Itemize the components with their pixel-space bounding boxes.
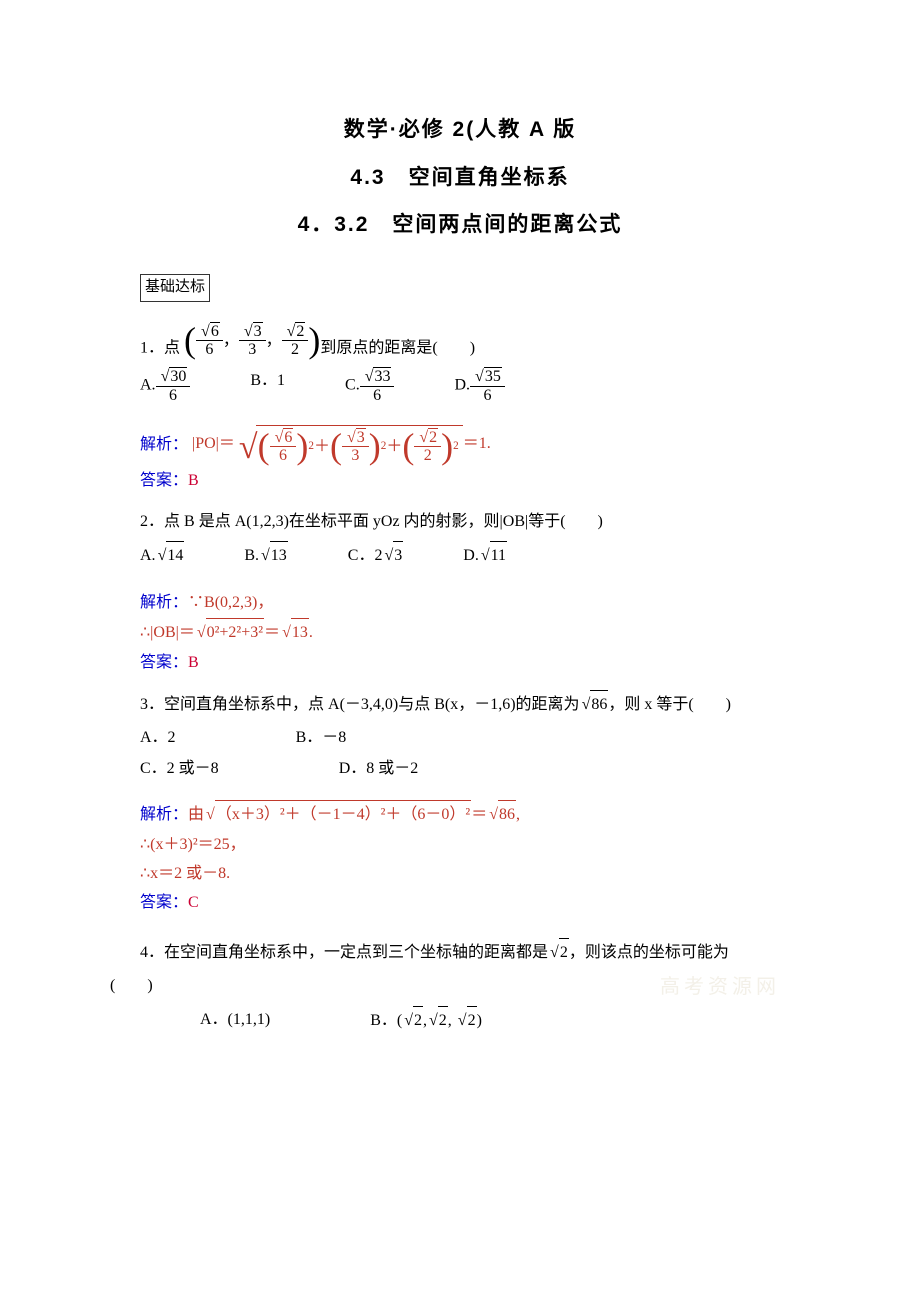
- q1-prefix: 点: [164, 339, 180, 356]
- q1-options: A.306 B．1 C.336 D.356: [140, 367, 780, 404]
- q1-opt-b: B．1: [250, 367, 285, 404]
- q2-opt-d: D.11: [463, 541, 507, 569]
- q3-opt-b: B．－8: [296, 724, 347, 751]
- section-label: 基础达标: [140, 274, 210, 302]
- q1-exp-tail: ＝1.: [463, 435, 491, 452]
- q3-stem-text: 空间直角坐标系中，点 A(－3,4,0)与点 B(x，－1,6)的距离为86，则…: [164, 696, 731, 713]
- q3-opt-d: D．8 或－2: [339, 755, 419, 782]
- q3-answer: 答案：C: [140, 889, 780, 916]
- q1-suffix: 到原点的距离是( ): [320, 339, 475, 356]
- q2-options: A.14 B.13 C．23 D.11: [140, 541, 780, 569]
- q1-opt-a: A.306: [140, 367, 190, 404]
- q3-opt-c: C．2 或－8: [140, 755, 219, 782]
- q3-options-row2: C．2 或－8 D．8 或－2: [140, 755, 780, 782]
- q4-opt-a: A．(1,1,1): [200, 1006, 270, 1034]
- q4-opt-b: B．(2,2, 2): [370, 1006, 482, 1034]
- q2-opt-b: B.13: [244, 541, 287, 569]
- title-line-1: 数学·必修 2(人教 A 版: [140, 112, 780, 148]
- title-line-2: 4.3 空间直角坐标系: [140, 160, 780, 196]
- q3-opt-a: A．2: [140, 724, 176, 751]
- q4-stem: 4．在空间直角坐标系中，一定点到三个坐标轴的距离都是2，则该点的坐标可能为: [140, 938, 780, 966]
- q1-opt-d: D.356: [454, 367, 504, 404]
- q1-exp-label: 解析：: [140, 435, 188, 452]
- q1-opt-c: C.336: [345, 367, 394, 404]
- q2-answer: 答案：B: [140, 649, 780, 676]
- q3-explanation: 解析：由（x＋3）²＋（－1－4）²＋（6－0）²＝86, ∴(x＋3)²＝25…: [140, 800, 780, 887]
- q4-options: A．(1,1,1) B．(2,2, 2): [200, 1006, 780, 1034]
- q2-stem: 2．点 B 是点 A(1,2,3)在坐标平面 yOz 内的射影，则|OB|等于(…: [140, 508, 780, 535]
- q2-opt-c: C．23: [348, 541, 403, 569]
- q3-options-row1: A．2 B．－8: [140, 724, 780, 751]
- q2-opt-a: A.14: [140, 541, 184, 569]
- q2-stem-text: 点 B 是点 A(1,2,3)在坐标平面 yOz 内的射影，则|OB|等于( ): [164, 513, 603, 530]
- q1-num: 1．: [140, 339, 164, 356]
- q1-explanation: 解析： |PO|＝ √ (66)2＋ (33)2＋ (22)2 ＝1.: [140, 425, 780, 465]
- q1-exp-head: |PO|＝: [192, 435, 235, 452]
- q3-stem: 3．空间直角坐标系中，点 A(－3,4,0)与点 B(x，－1,6)的距离为86…: [140, 690, 780, 718]
- q4-stem-text: 在空间直角坐标系中，一定点到三个坐标轴的距离都是2，则该点的坐标可能为: [164, 944, 729, 961]
- q2-explanation: 解析：∵B(0,2,3)， ∴|OB|＝0²+2²+3²＝13.: [140, 589, 780, 646]
- title-line-3: 4．3.2 空间两点间的距离公式: [140, 207, 780, 243]
- q1-stem: 1．点 ( 66， 33， 22 )到原点的距离是( ): [140, 322, 780, 362]
- watermark: 高考资源网: [660, 970, 780, 1004]
- q1-answer: 答案：B: [140, 467, 780, 494]
